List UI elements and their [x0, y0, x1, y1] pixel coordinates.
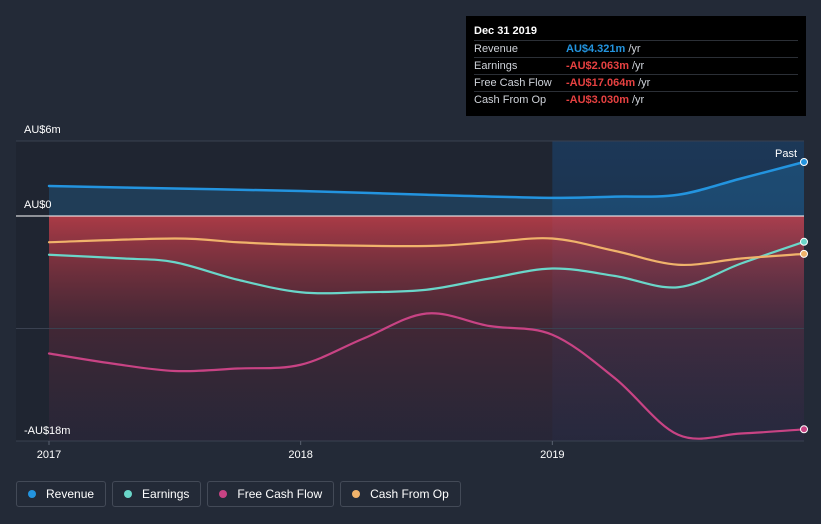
tooltip-row-value: -AU$3.030m [566, 94, 629, 106]
tooltip-row-unit: /yr [638, 77, 651, 89]
legend-item-label: Earnings [142, 487, 190, 501]
tooltip-row: Free Cash Flow -AU$17.064m/yr [474, 74, 798, 91]
y-tick-label: AU$0 [24, 199, 52, 211]
earnings-line [47, 240, 806, 295]
tooltip-row-label: Revenue [474, 43, 519, 55]
revenue-area [49, 161, 804, 216]
legend-item-label: Free Cash Flow [237, 487, 323, 501]
free-cash-flow-dot-icon [219, 490, 228, 498]
y-tick-label: AU$6m [24, 124, 61, 136]
cash-from-op-end-point [800, 249, 808, 258]
free-cash-flow-end-point [800, 425, 808, 434]
tooltip-row-unit: /yr [628, 43, 641, 55]
x-tick-label: 2018 [288, 449, 312, 461]
tooltip-row-label: Free Cash Flow [474, 77, 552, 89]
cash-from-op-line [47, 237, 806, 267]
tooltip-row-label: Earnings [474, 60, 518, 72]
tooltip-date: Dec 31 2019 [474, 25, 537, 37]
legend-item-free-cash-flow[interactable]: Free Cash Flow [207, 481, 335, 507]
tooltip-row: Cash From Op -AU$3.030m/yr [474, 91, 798, 108]
tooltip-row-value: -AU$2.063m [566, 60, 629, 72]
tooltip: Dec 31 2019 Revenue AU$4.321m/yr Earnings -… [466, 16, 806, 116]
legend-item-revenue[interactable]: Revenue [16, 481, 107, 507]
earnings-end-point [800, 237, 808, 246]
tooltip-row-value: AU$4.321m [566, 43, 626, 55]
legend-item-earnings[interactable]: Earnings [112, 481, 202, 507]
free-cash-flow-line [47, 312, 806, 440]
tooltip-row-unit: /yr [631, 60, 645, 72]
legend-item-label: Cash From Op [370, 487, 449, 501]
earnings-dot-icon [124, 490, 133, 498]
tooltip-row-unit: /yr [631, 94, 645, 106]
past-label: Past [775, 148, 797, 160]
revenue-dot-icon [28, 490, 36, 498]
tooltip-row: Earnings -AU$2.063m/yr [474, 57, 798, 74]
legend-item-label: Revenue [46, 487, 95, 501]
tooltip-row: Revenue AU$4.321m/yr [474, 40, 798, 57]
legend: Revenue Earnings Free Cash Flow Cash From O… [16, 481, 461, 507]
legend-item-cash-from-op[interactable]: Cash From Op [340, 481, 461, 507]
cash-from-op-dot-icon [352, 490, 361, 498]
y-tick-label: -AU$18m [24, 425, 70, 437]
revenue-end-point [800, 157, 808, 166]
x-tick-label: 2017 [37, 449, 61, 461]
tooltip-row-value: -AU$17.064m [566, 77, 636, 89]
x-tick-label: 2019 [540, 449, 564, 461]
tooltip-row-label: Cash From Op [474, 94, 547, 106]
revenue-line [47, 160, 806, 200]
